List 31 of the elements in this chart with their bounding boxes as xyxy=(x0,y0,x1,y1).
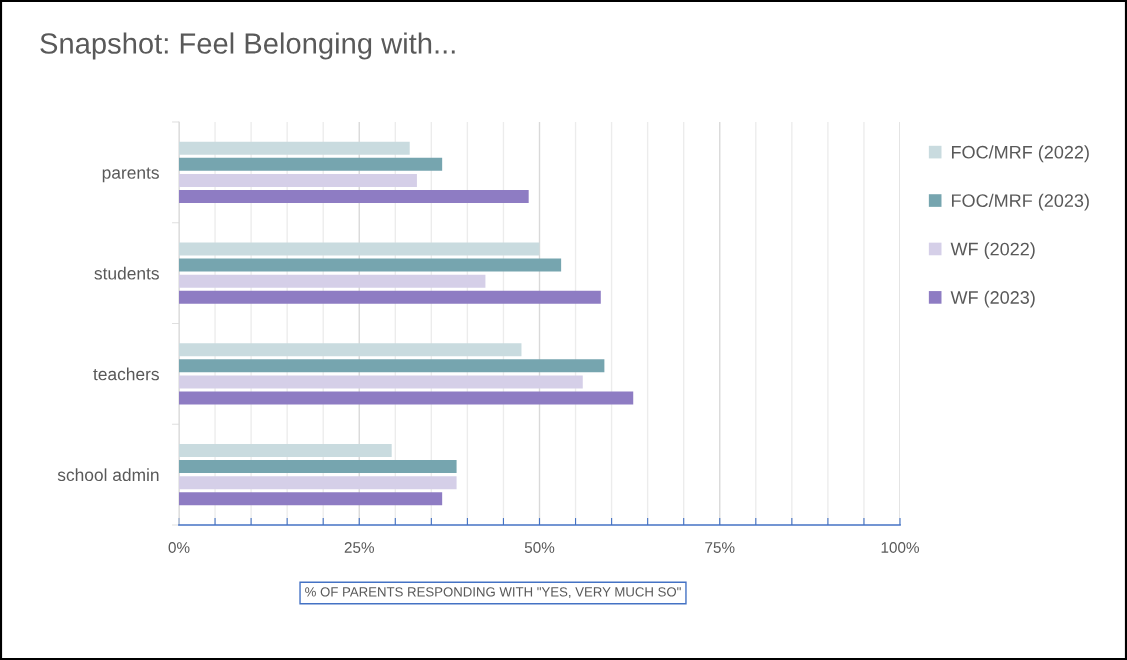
bar xyxy=(179,157,443,171)
legend-label: FOC/MRF (2022) xyxy=(952,145,1089,163)
bar xyxy=(179,173,417,187)
bar xyxy=(179,242,540,256)
x-axis-title: % OF PARENTS RESPONDING WITH "YES, VERY MUCH SO" xyxy=(305,587,681,599)
bar xyxy=(179,492,443,506)
x-tick-label: 100% xyxy=(881,542,919,553)
bar xyxy=(179,359,605,373)
bar xyxy=(179,141,410,155)
bar xyxy=(179,460,457,474)
x-tick-label: 0% xyxy=(168,542,190,553)
bar xyxy=(179,391,634,405)
chart-title: Snapshot: Feel Belonging with... xyxy=(40,32,455,60)
bar xyxy=(179,343,522,357)
bar xyxy=(179,443,392,457)
bar xyxy=(179,274,486,288)
legend-label: WF (2023) xyxy=(950,290,1035,308)
y-tick-label: school admin xyxy=(57,468,159,482)
bar xyxy=(179,476,457,490)
y-tick-label: parents xyxy=(102,167,159,183)
x-tick-label: 50% xyxy=(524,542,555,553)
bar xyxy=(179,290,601,304)
x-tick-label: 75% xyxy=(705,542,735,553)
bar xyxy=(179,258,562,272)
y-tick-label: teachers xyxy=(93,367,159,381)
legend-label: FOC/MRF (2023) xyxy=(952,193,1089,211)
bar xyxy=(179,190,529,204)
y-tick-label: students xyxy=(94,266,159,280)
legend-label: WF (2022) xyxy=(950,242,1035,260)
bar xyxy=(179,375,583,389)
x-tick-label: 25% xyxy=(344,542,374,553)
